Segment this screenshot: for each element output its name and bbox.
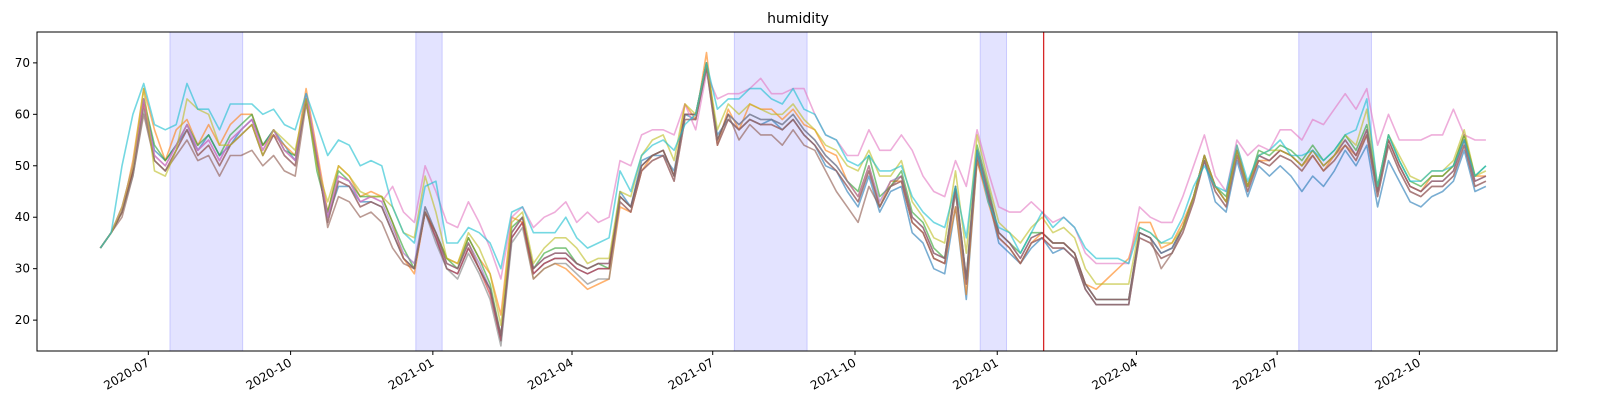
y-tick-label: 60 <box>15 107 30 121</box>
shaded-span-2 <box>733 31 808 352</box>
chart-title: humidity <box>767 11 829 27</box>
y-tick-label: 70 <box>15 56 30 70</box>
y-tick-label: 50 <box>15 159 30 173</box>
y-tick-label: 40 <box>15 210 30 224</box>
y-tick-label: 20 <box>15 313 30 327</box>
y-axis: 20 30 40 50 60 70 <box>15 56 37 327</box>
plot-area <box>36 31 1558 352</box>
series-line-9 <box>99 62 1487 270</box>
axes-frame <box>36 31 1558 352</box>
shaded-span-0 <box>169 31 244 352</box>
shaded-span-4 <box>1298 31 1372 352</box>
series-line-7 <box>99 67 1487 347</box>
series-lines <box>99 51 1487 347</box>
y-tick-label: 30 <box>15 262 30 276</box>
